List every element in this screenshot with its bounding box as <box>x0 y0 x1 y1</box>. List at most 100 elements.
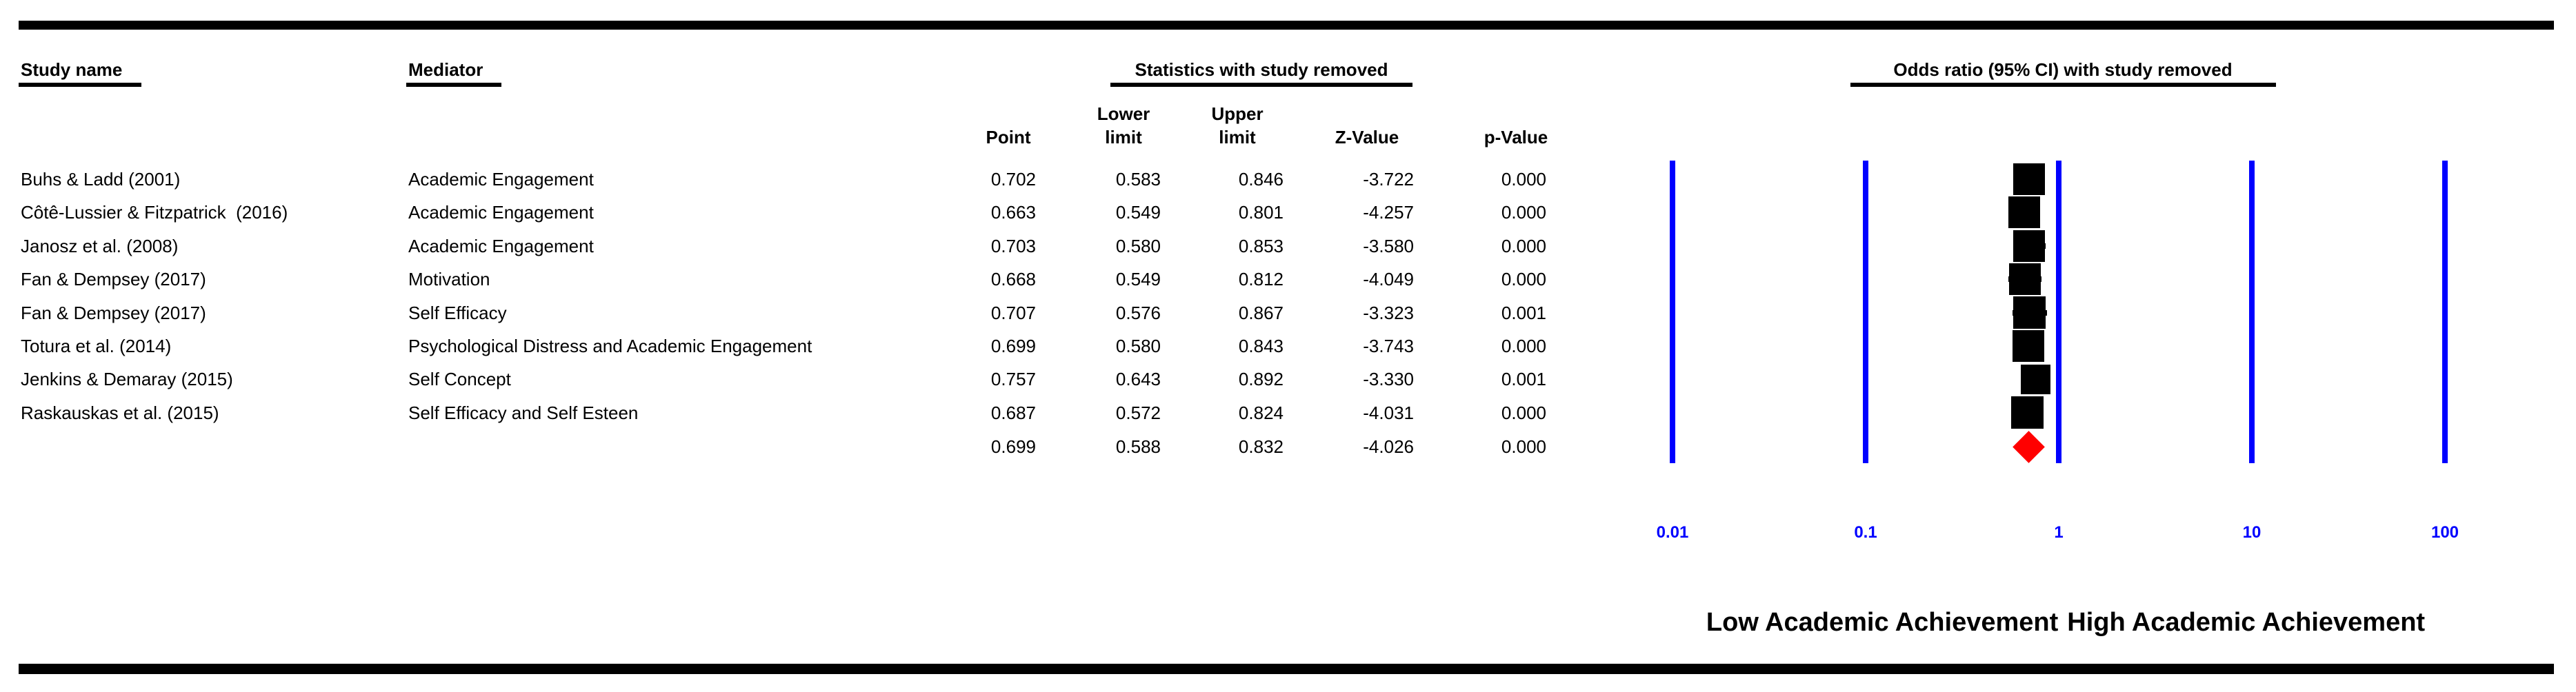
mediator-cell: Academic Engagement <box>408 169 594 190</box>
mediator-underline <box>406 83 501 87</box>
z-value-cell: -3.722 <box>1363 169 1414 190</box>
upper-limit-cell: 0.843 <box>1238 336 1284 356</box>
study-name-cell: Fan & Dempsey (2017) <box>21 302 206 323</box>
point-cell: 0.663 <box>990 202 1036 223</box>
study-name-cell: Totura et al. (2014) <box>21 336 172 356</box>
group-header-statistics: Statistics with study removed <box>1135 59 1388 80</box>
lower-limit-cell: 0.549 <box>1115 202 1161 223</box>
p-value-cell: 0.000 <box>1501 269 1546 290</box>
mediator-cell: Self Efficacy <box>408 302 507 323</box>
point-cell: 0.699 <box>990 336 1036 356</box>
point-cell: 0.699 <box>990 436 1036 457</box>
z-value-cell: -4.257 <box>1363 202 1414 223</box>
table-row: 0.699 0.588 0.832 -4.026 0.000 <box>0 436 1586 458</box>
lower-limit-cell: 0.576 <box>1115 302 1161 323</box>
mediator-cell: Academic Engagement <box>408 202 594 223</box>
p-value-cell: 0.000 <box>1501 169 1546 190</box>
point-estimate-square <box>2010 396 2044 429</box>
lower-limit-cell: 0.643 <box>1115 369 1161 390</box>
lower-limit-cell: 0.572 <box>1115 402 1161 423</box>
group-header-odds-ratio: Odds ratio (95% CI) with study removed <box>1893 59 2233 80</box>
odds-ratio-underline <box>1850 83 2276 87</box>
upper-limit-cell: 0.801 <box>1238 202 1284 223</box>
z-value-cell: -3.743 <box>1363 336 1414 356</box>
high-achievement-label: High Academic Achievement <box>2067 608 2426 637</box>
p-value-cell: 0.000 <box>1501 436 1546 457</box>
lower-limit-cell: 0.588 <box>1115 436 1161 457</box>
point-estimate-square <box>2013 163 2045 195</box>
p-value-cell: 0.000 <box>1501 202 1546 223</box>
point-cell: 0.687 <box>990 402 1036 423</box>
axis-tick-label: 100 <box>2430 523 2459 542</box>
axis-line <box>1670 161 1675 463</box>
p-value-cell: 0.001 <box>1501 369 1546 390</box>
study-name-cell: Fan & Dempsey (2017) <box>21 269 206 290</box>
z-value-cell: -4.031 <box>1363 402 1414 423</box>
table-row: Fan & Dempsey (2017) Self Efficacy 0.707 0.… <box>0 302 1586 324</box>
z-value-cell: -3.330 <box>1363 369 1414 390</box>
z-value-cell: -3.323 <box>1363 302 1414 323</box>
column-header-lower-limit: Lower limit <box>1097 103 1150 147</box>
upper-limit-cell: 0.867 <box>1238 302 1284 323</box>
column-header-study-name: Study name <box>21 59 123 80</box>
axis-tick-label: 1 <box>2054 523 2064 542</box>
study-name-cell: Côtê-Lussier & Fitzpatrick (2016) <box>21 202 288 223</box>
table-row: Côtê-Lussier & Fitzpatrick (2016) Academi… <box>0 201 1586 223</box>
mediator-cell: Self Concept <box>408 369 511 390</box>
axis-tick-label: 10 <box>2242 523 2262 542</box>
point-estimate-square <box>2013 296 2046 329</box>
axis-line <box>2442 161 2448 463</box>
point-estimate-square <box>2013 230 2046 262</box>
lower-limit-cell: 0.580 <box>1115 235 1161 256</box>
table-row: Totura et al. (2014) Psychological Distre… <box>0 335 1586 357</box>
point-cell: 0.707 <box>990 302 1036 323</box>
point-cell: 0.703 <box>990 235 1036 256</box>
upper-limit-cell: 0.812 <box>1238 269 1284 290</box>
axis-tick-label: 0.1 <box>1854 523 1877 542</box>
top-rule <box>19 21 2554 30</box>
table-row: Fan & Dempsey (2017) Motivation 0.668 0.549… <box>0 268 1586 290</box>
upper-limit-cell: 0.846 <box>1238 169 1284 190</box>
table-row: Raskauskas et al. (2015) Self Efficacy an… <box>0 402 1586 424</box>
axis-line <box>2056 161 2061 463</box>
lower-limit-cell: 0.549 <box>1115 269 1161 290</box>
point-estimate-square <box>2008 263 2041 296</box>
axis-line <box>1863 161 1868 463</box>
table-row: Jenkins & Demaray (2015) Self Concept 0.75… <box>0 368 1586 390</box>
p-value-cell: 0.001 <box>1501 302 1546 323</box>
mediator-cell: Self Efficacy and Self Esteen <box>408 402 639 423</box>
mediator-cell: Motivation <box>408 269 490 290</box>
point-cell: 0.668 <box>990 269 1036 290</box>
statistics-underline <box>1110 83 1412 87</box>
column-header-mediator: Mediator <box>408 59 483 80</box>
low-achievement-label: Low Academic Achievement <box>1706 608 2059 637</box>
column-header-z-value: Z-Value <box>1335 127 1399 147</box>
study-name-cell: Janosz et al. (2008) <box>21 235 179 256</box>
study-name-cell: Jenkins & Demaray (2015) <box>21 369 233 390</box>
bottom-rule <box>19 664 2554 674</box>
mediator-cell: Academic Engagement <box>408 235 594 256</box>
z-value-cell: -4.026 <box>1363 436 1414 457</box>
upper-limit-cell: 0.853 <box>1238 235 1284 256</box>
p-value-cell: 0.000 <box>1501 336 1546 356</box>
column-header-point: Point <box>986 127 1031 147</box>
upper-limit-cell: 0.832 <box>1238 436 1284 457</box>
z-value-cell: -4.049 <box>1363 269 1414 290</box>
table-row: Janosz et al. (2008) Academic Engagement 0… <box>0 235 1586 257</box>
z-value-cell: -3.580 <box>1363 235 1414 256</box>
lower-limit-cell: 0.580 <box>1115 336 1161 356</box>
point-estimate-square <box>2020 364 2050 394</box>
column-header-p-value: p-Value <box>1484 127 1548 147</box>
point-estimate-square <box>2008 196 2041 229</box>
point-cell: 0.702 <box>990 169 1036 190</box>
p-value-cell: 0.000 <box>1501 235 1546 256</box>
summary-diamond <box>2013 430 2045 463</box>
study-name-cell: Buhs & Ladd (2001) <box>21 169 181 190</box>
lower-limit-cell: 0.583 <box>1115 169 1161 190</box>
study-name-underline <box>19 83 141 87</box>
p-value-cell: 0.000 <box>1501 402 1546 423</box>
mediator-cell: Psychological Distress and Academic Enga… <box>408 336 812 356</box>
axis-tick-label: 0.01 <box>1656 523 1689 542</box>
point-estimate-square <box>2013 330 2045 362</box>
